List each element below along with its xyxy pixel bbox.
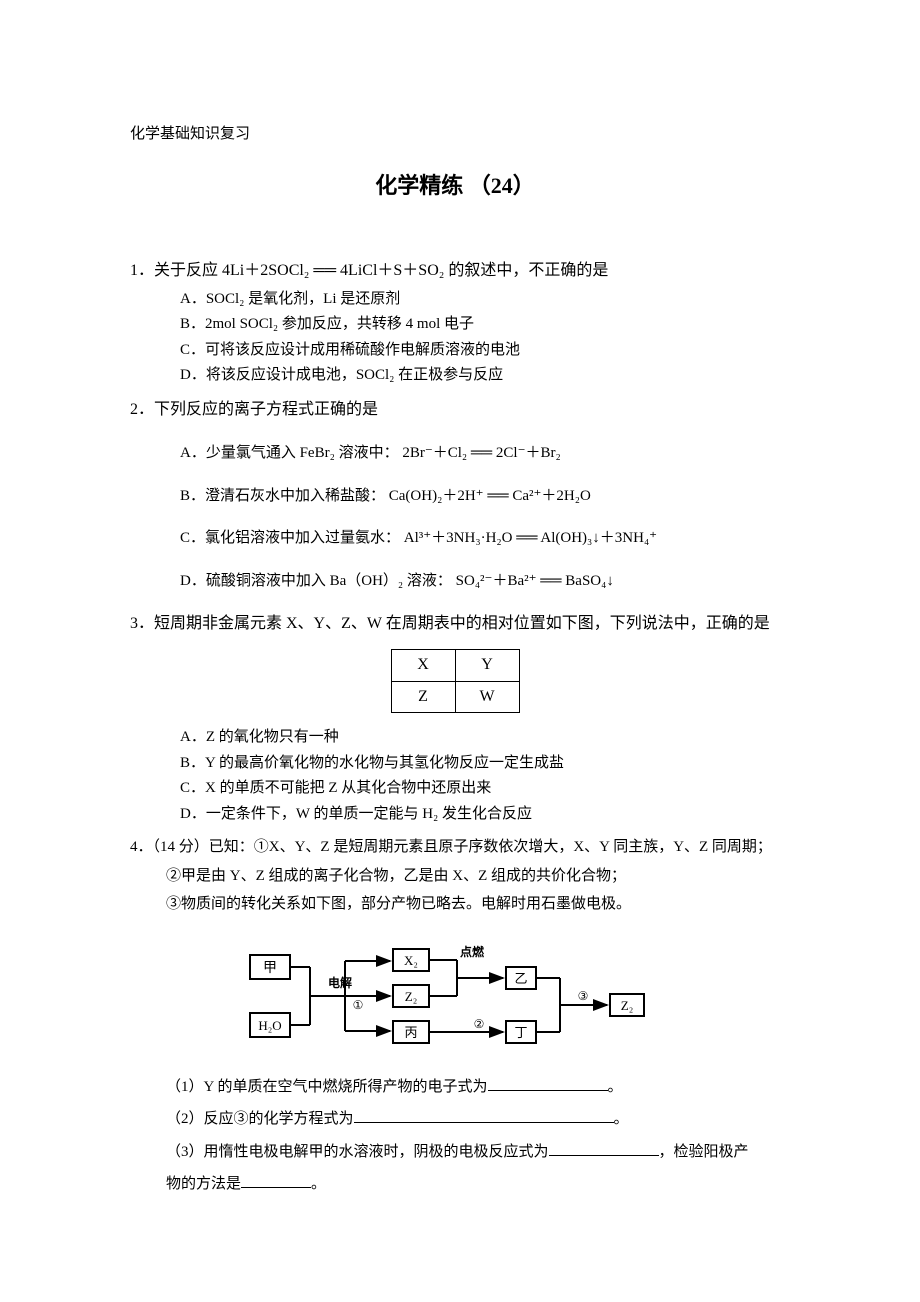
node-x2: X₂ — [404, 953, 418, 968]
q4-sub1-post: 。 — [608, 1079, 623, 1095]
q4-stem-line1: 4．（14 分）已知：①X、Y、Z 是短周期元素且原子序数依次增大，X、Y 同主… — [130, 833, 780, 862]
question-4: 4．（14 分）已知：①X、Y、Z 是短周期元素且原子序数依次增大，X、Y 同主… — [130, 833, 780, 1199]
q4-sub2-pre: （2）反应③的化学方程式为 — [166, 1111, 354, 1127]
q3-option-c: C．X 的单质不可能把 Z 从其化合物中还原出来 — [130, 776, 780, 802]
q1-stem: 1．关于反应 4Li＋2SOCl₂ ══ 4LiCl＋S＋SO₂ 的叙述中，不正… — [130, 256, 780, 286]
q4-sub3-line2-pre: 物的方法是 — [166, 1176, 241, 1192]
q4-sub2-blank — [354, 1107, 614, 1124]
doc-title: 化学精练 （24） — [130, 165, 780, 207]
q2-c-pre: C．氯化铝溶液中加入过量氨水： — [180, 530, 400, 546]
q2-option-d: D．硫酸铜溶液中加入 Ba（OH）₂ 溶液： SO₄²⁻＋Ba²⁺ ══ BaS… — [130, 567, 780, 596]
label-three: ③ — [578, 989, 589, 1003]
q4-sub3-blank1 — [549, 1139, 659, 1156]
q4-sub3-blank2 — [241, 1172, 311, 1189]
q4-sub1: （1）Y 的单质在空气中燃烧所得产物的电子式为 。 — [130, 1073, 780, 1102]
q2-d-pre: D．硫酸铜溶液中加入 Ba（OH）₂ 溶液： — [180, 573, 452, 589]
q4-sub1-blank — [488, 1074, 608, 1091]
q4-sub3-post: 。 — [311, 1176, 326, 1192]
q4-sub2-post: 。 — [614, 1111, 629, 1127]
q2-a-pre: A．少量氯气通入 FeBr₂ 溶液中： — [180, 445, 399, 461]
cell-y: Y — [455, 650, 519, 681]
q3-stem: 3．短周期非金属元素 X、Y、Z、W 在周期表中的相对位置如下图，下列说法中，正… — [130, 609, 780, 639]
q2-stem: 2．下列反应的离子方程式正确的是 — [130, 395, 780, 425]
q4-sub2: （2）反应③的化学方程式为 。 — [130, 1105, 780, 1134]
q1-option-d: D．将该反应设计成电池，SOCl₂ 在正极参与反应 — [130, 363, 780, 389]
node-ze: Z₂ — [621, 998, 633, 1013]
question-1: 1．关于反应 4Li＋2SOCl₂ ══ 4LiCl＋S＋SO₂ 的叙述中，不正… — [130, 256, 780, 388]
q1-stem-post: 的叙述中，不正确的是 — [448, 262, 608, 279]
label-dianjie: 电解 — [328, 975, 352, 990]
question-3: 3．短周期非金属元素 X、Y、Z、W 在周期表中的相对位置如下图，下列说法中，正… — [130, 609, 780, 827]
label-two: ② — [474, 1017, 485, 1031]
q1-stem-pre: 1．关于反应 — [130, 262, 218, 279]
q1-option-a: A．SOCl₂ 是氧化剂，Li 是还原剂 — [130, 287, 780, 313]
node-z2: Z₂ — [405, 989, 417, 1004]
node-jia: 甲 — [263, 961, 277, 976]
q2-option-b: B．澄清石灰水中加入稀盐酸： Ca(OH)₂＋2H⁺ ══ Ca²⁺＋2H₂O — [130, 482, 780, 511]
q2-a-equation: 2Br⁻＋Cl₂ ══ 2Cl⁻＋Br₂ — [402, 445, 560, 461]
q3-option-d: D．一定条件下，W 的单质一定能与 H₂ 发生化合反应 — [130, 802, 780, 828]
q2-c-equation: Al³⁺＋3NH₃·H₂O ══ Al(OH)₃↓＋3NH₄⁺ — [404, 530, 657, 546]
label-one: ① — [353, 998, 364, 1012]
question-2: 2．下列反应的离子方程式正确的是 A．少量氯气通入 FeBr₂ 溶液中： 2Br… — [130, 395, 780, 595]
q4-stem-line3: ③物质间的转化关系如下图，部分产物已略去。电解时用石墨做电极。 — [130, 890, 780, 919]
q4-sub1-pre: （1）Y 的单质在空气中燃烧所得产物的电子式为 — [166, 1079, 488, 1095]
cell-x: X — [391, 650, 455, 681]
node-h2o: H₂O — [258, 1018, 281, 1033]
q3-option-a: A．Z 的氧化物只有一种 — [130, 725, 780, 751]
q4-stem-line2: ②甲是由 Y、Z 组成的离子化合物，乙是由 X、Z 组成的共价化合物； — [130, 862, 780, 891]
label-combust: 点燃 — [460, 944, 485, 959]
q4-sub3-pre: （3）用惰性电极电解甲的水溶液时，阴极的电极反应式为 — [166, 1144, 549, 1160]
q1-option-b: B．2mol SOCl₂ 参加反应，共转移 4 mol 电子 — [130, 312, 780, 338]
doc-subject-header: 化学基础知识复习 — [130, 120, 780, 149]
node-yi: 乙 — [514, 971, 527, 986]
node-bing: 丙 — [404, 1025, 417, 1040]
q3-periodic-table-snippet: X Y Z W — [391, 649, 520, 713]
q2-option-a: A．少量氯气通入 FeBr₂ 溶液中： 2Br⁻＋Cl₂ ══ 2Cl⁻＋Br₂ — [130, 439, 780, 468]
q2-b-pre: B．澄清石灰水中加入稀盐酸： — [180, 488, 385, 504]
q4-sub3-line2: 物的方法是 。 — [130, 1170, 780, 1199]
q2-option-c: C．氯化铝溶液中加入过量氨水： Al³⁺＋3NH₃·H₂O ══ Al(OH)₃… — [130, 524, 780, 553]
q1-equation: 4Li＋2SOCl₂ ══ 4LiCl＋S＋SO₂ — [222, 262, 444, 279]
q4-sub3-line1: （3）用惰性电极电解甲的水溶液时，阴极的电极反应式为 ，检验阳极产 — [130, 1138, 780, 1167]
q2-b-equation: Ca(OH)₂＋2H⁺ ══ Ca²⁺＋2H₂O — [389, 488, 591, 504]
node-ding: 丁 — [514, 1025, 527, 1040]
q3-option-b: B．Y 的最高价氧化物的水化物与其氢化物反应一定生成盐 — [130, 751, 780, 777]
q2-d-equation: SO₄²⁻＋Ba²⁺ ══ BaSO₄↓ — [456, 573, 614, 589]
q4-sub3-mid: ，检验阳极产 — [659, 1144, 749, 1160]
cell-w: W — [455, 681, 519, 712]
q4-flowchart: 甲 H₂O 电解 ① X₂ Z₂ 丙 点燃 乙 ② 丁 — [245, 937, 665, 1057]
q1-option-c: C．可将该反应设计成用稀硫酸作电解质溶液的电池 — [130, 338, 780, 364]
cell-z: Z — [391, 681, 455, 712]
